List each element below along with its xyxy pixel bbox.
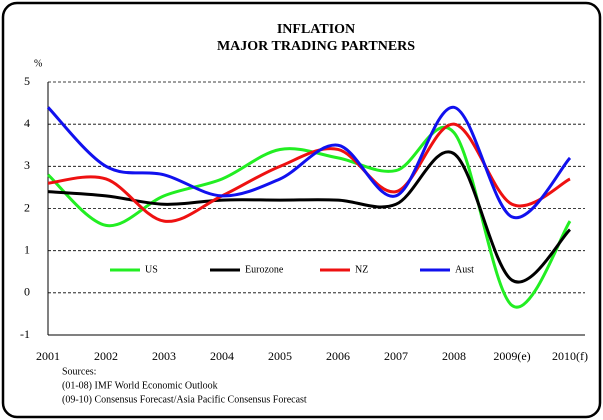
x-tick-label: 2007 (384, 349, 408, 363)
y-tick-label: 5 (24, 74, 30, 88)
x-tick-label: 2008 (442, 349, 466, 363)
y-tick-label: 4 (24, 116, 30, 130)
legend-label: Eurozone (245, 264, 284, 275)
y-tick-label: -1 (20, 327, 30, 341)
x-tick-label: 2002 (94, 349, 118, 363)
series-line (47, 150, 572, 284)
x-tick-label: 2006 (326, 349, 350, 363)
x-tick-label: 2010(f) (552, 349, 588, 363)
legend-label: Aust (455, 264, 474, 275)
chart-subtitle: MAJOR TRADING PARTNERS (217, 39, 415, 54)
legend-label: NZ (355, 264, 368, 275)
x-tick-label: 2009(e) (493, 349, 530, 363)
y-tick-label: 3 (24, 158, 30, 172)
x-tick-label: 2004 (210, 349, 234, 363)
y-tick-label: 0 (24, 285, 30, 299)
legend-label: US (145, 264, 158, 275)
x-tick-label: 2003 (152, 349, 176, 363)
source: (01-08) IMF World Economic Outlook (62, 380, 218, 391)
x-tick-label: 2005 (268, 349, 292, 363)
y-tick-label: 2 (24, 200, 30, 214)
chart-title: INFLATION (277, 22, 355, 37)
series-line (46, 105, 572, 220)
x-tick-label: 2001 (36, 349, 60, 363)
source: (09-10) Consensus Forecast/Asia Pacific … (62, 394, 307, 405)
y-axis-label: % (34, 58, 42, 69)
y-tick-label: 1 (24, 242, 30, 256)
source: Sources: (62, 366, 96, 377)
